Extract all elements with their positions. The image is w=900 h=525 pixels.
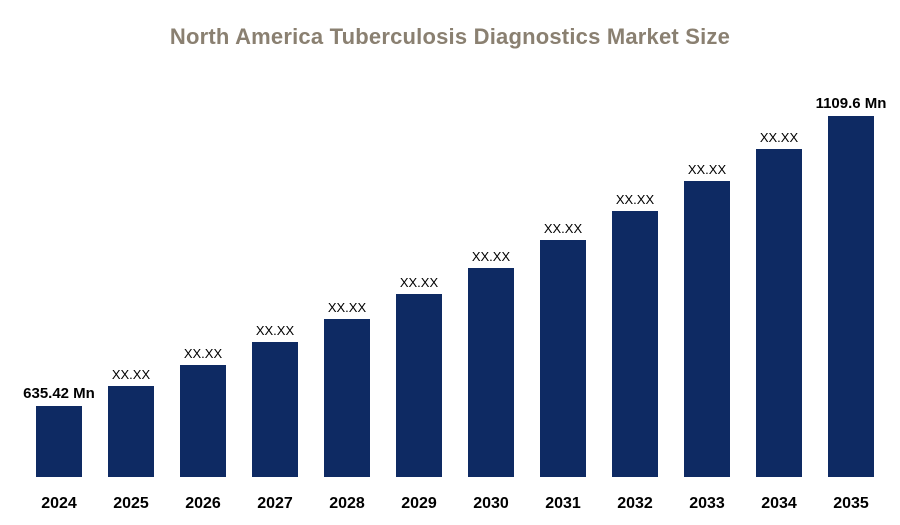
bar[interactable]: [468, 268, 514, 477]
bar[interactable]: [612, 211, 658, 477]
bar-value-label: 635.42 Mn: [23, 385, 95, 402]
bar-column: XX.XX: [748, 80, 810, 477]
bar-column: XX.XX: [604, 80, 666, 477]
bar-column: XX.XX: [100, 80, 162, 477]
x-axis-tick: 2027: [257, 495, 293, 512]
bar[interactable]: [252, 342, 298, 477]
bar-value-label: XX.XX: [111, 367, 151, 382]
bar-value-label: XX.XX: [471, 249, 511, 264]
bar-column: XX.XX: [316, 80, 378, 477]
bar[interactable]: [540, 240, 586, 477]
x-axis: 2024 2025 2026 2027 2028 2029 2030 2031 2032 2033…: [28, 495, 882, 513]
chart-title: North America Tuberculosis Diagnostics M…: [169, 24, 731, 49]
bar-value-label: XX.XX: [543, 221, 583, 236]
x-axis-tick: 2024: [41, 495, 77, 512]
x-axis-tick: 2032: [617, 495, 653, 512]
bar-column: XX.XX: [172, 80, 234, 477]
x-axis-tick: 2035: [833, 495, 869, 512]
bar-value-label: 1109.6 Mn: [815, 95, 887, 112]
bar[interactable]: [396, 294, 442, 477]
bar-value-label: XX.XX: [255, 323, 295, 338]
bar[interactable]: [108, 386, 154, 477]
x-axis-tick: 2025: [113, 495, 149, 512]
bar-value-label: XX.XX: [183, 346, 223, 361]
x-axis-tick: 2031: [545, 495, 581, 512]
x-axis-tick: 2028: [329, 495, 365, 512]
bar-value-label: XX.XX: [615, 192, 655, 207]
bar-column: XX.XX: [676, 80, 738, 477]
x-axis-tick: 2026: [185, 495, 221, 512]
bar-value-label: XX.XX: [687, 162, 727, 177]
bar-column: XX.XX: [460, 80, 522, 477]
bar-column: XX.XX: [532, 80, 594, 477]
bar-column: 635.42 Mn: [23, 80, 95, 477]
x-axis-tick: 2034: [761, 495, 797, 512]
bar-column: XX.XX: [388, 80, 450, 477]
bar[interactable]: [36, 406, 82, 477]
x-axis-tick: 2033: [689, 495, 725, 512]
bar-value-label: XX.XX: [759, 130, 799, 145]
bar-value-label: XX.XX: [399, 275, 439, 290]
bar-column: XX.XX: [244, 80, 306, 477]
bar[interactable]: [180, 365, 226, 477]
bar-column: 1109.6 Mn: [816, 80, 886, 477]
bar[interactable]: [828, 116, 874, 477]
bar[interactable]: [324, 319, 370, 477]
bar[interactable]: [756, 149, 802, 477]
x-axis-tick: 2029: [401, 495, 437, 512]
bar-value-label: XX.XX: [327, 300, 367, 315]
x-axis-tick: 2030: [473, 495, 509, 512]
bar[interactable]: [684, 181, 730, 477]
bar-plot-area: 635.42 Mn XX.XX XX.XX XX.XX XX.XX XX.XX XX.XX X…: [23, 80, 886, 477]
